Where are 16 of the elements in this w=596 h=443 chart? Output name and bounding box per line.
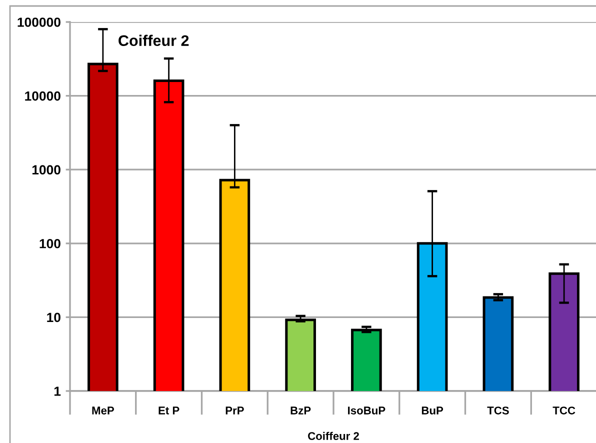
x-tick-label: Et P (158, 406, 180, 414)
x-tick-label: BzP (290, 406, 311, 414)
x-tick-label: TCS (487, 406, 509, 414)
x-tick-label: PrP (226, 406, 244, 414)
x-tick-label: TCC (552, 406, 576, 414)
x-axis-title: Coiffeur 2 (308, 432, 359, 440)
y-tick-label: 100000 (18, 18, 60, 27)
y-tick-label: 10000 (25, 91, 60, 101)
x-tick-label: BuP (422, 406, 444, 414)
text: Coiffeur 2 (118, 34, 189, 46)
x-tick-label: IsoBuP (348, 406, 386, 414)
x-tick-label: MeP (92, 406, 114, 414)
y-tick-label: 1000 (32, 165, 60, 175)
y-tick-label: 1 (54, 386, 61, 396)
y-tick-label: 10 (47, 312, 60, 322)
y-tick-label: 100 (40, 238, 60, 248)
